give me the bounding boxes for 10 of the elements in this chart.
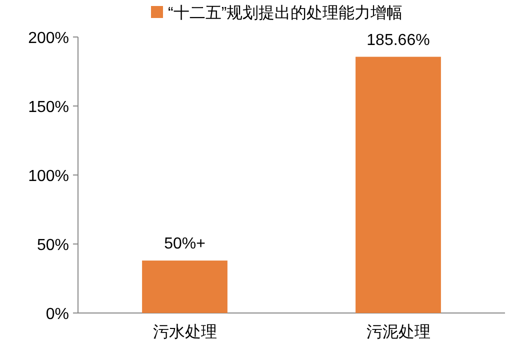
x-tick-label: 污泥处理	[366, 323, 430, 341]
annotation: 50%+	[164, 236, 206, 253]
y-tick-label: 100%	[28, 168, 69, 185]
y-tick-label: 50%	[36, 237, 69, 254]
y-tick-label: 200%	[28, 30, 69, 47]
x-tick-label: 污水处理	[152, 323, 217, 341]
data-label: 185.66%	[366, 32, 430, 49]
y-tick-label: 150%	[28, 99, 69, 116]
legend-label: “十二五”规划提出的处理能力增幅	[168, 4, 403, 22]
y-tick-label: 0%	[46, 306, 69, 323]
